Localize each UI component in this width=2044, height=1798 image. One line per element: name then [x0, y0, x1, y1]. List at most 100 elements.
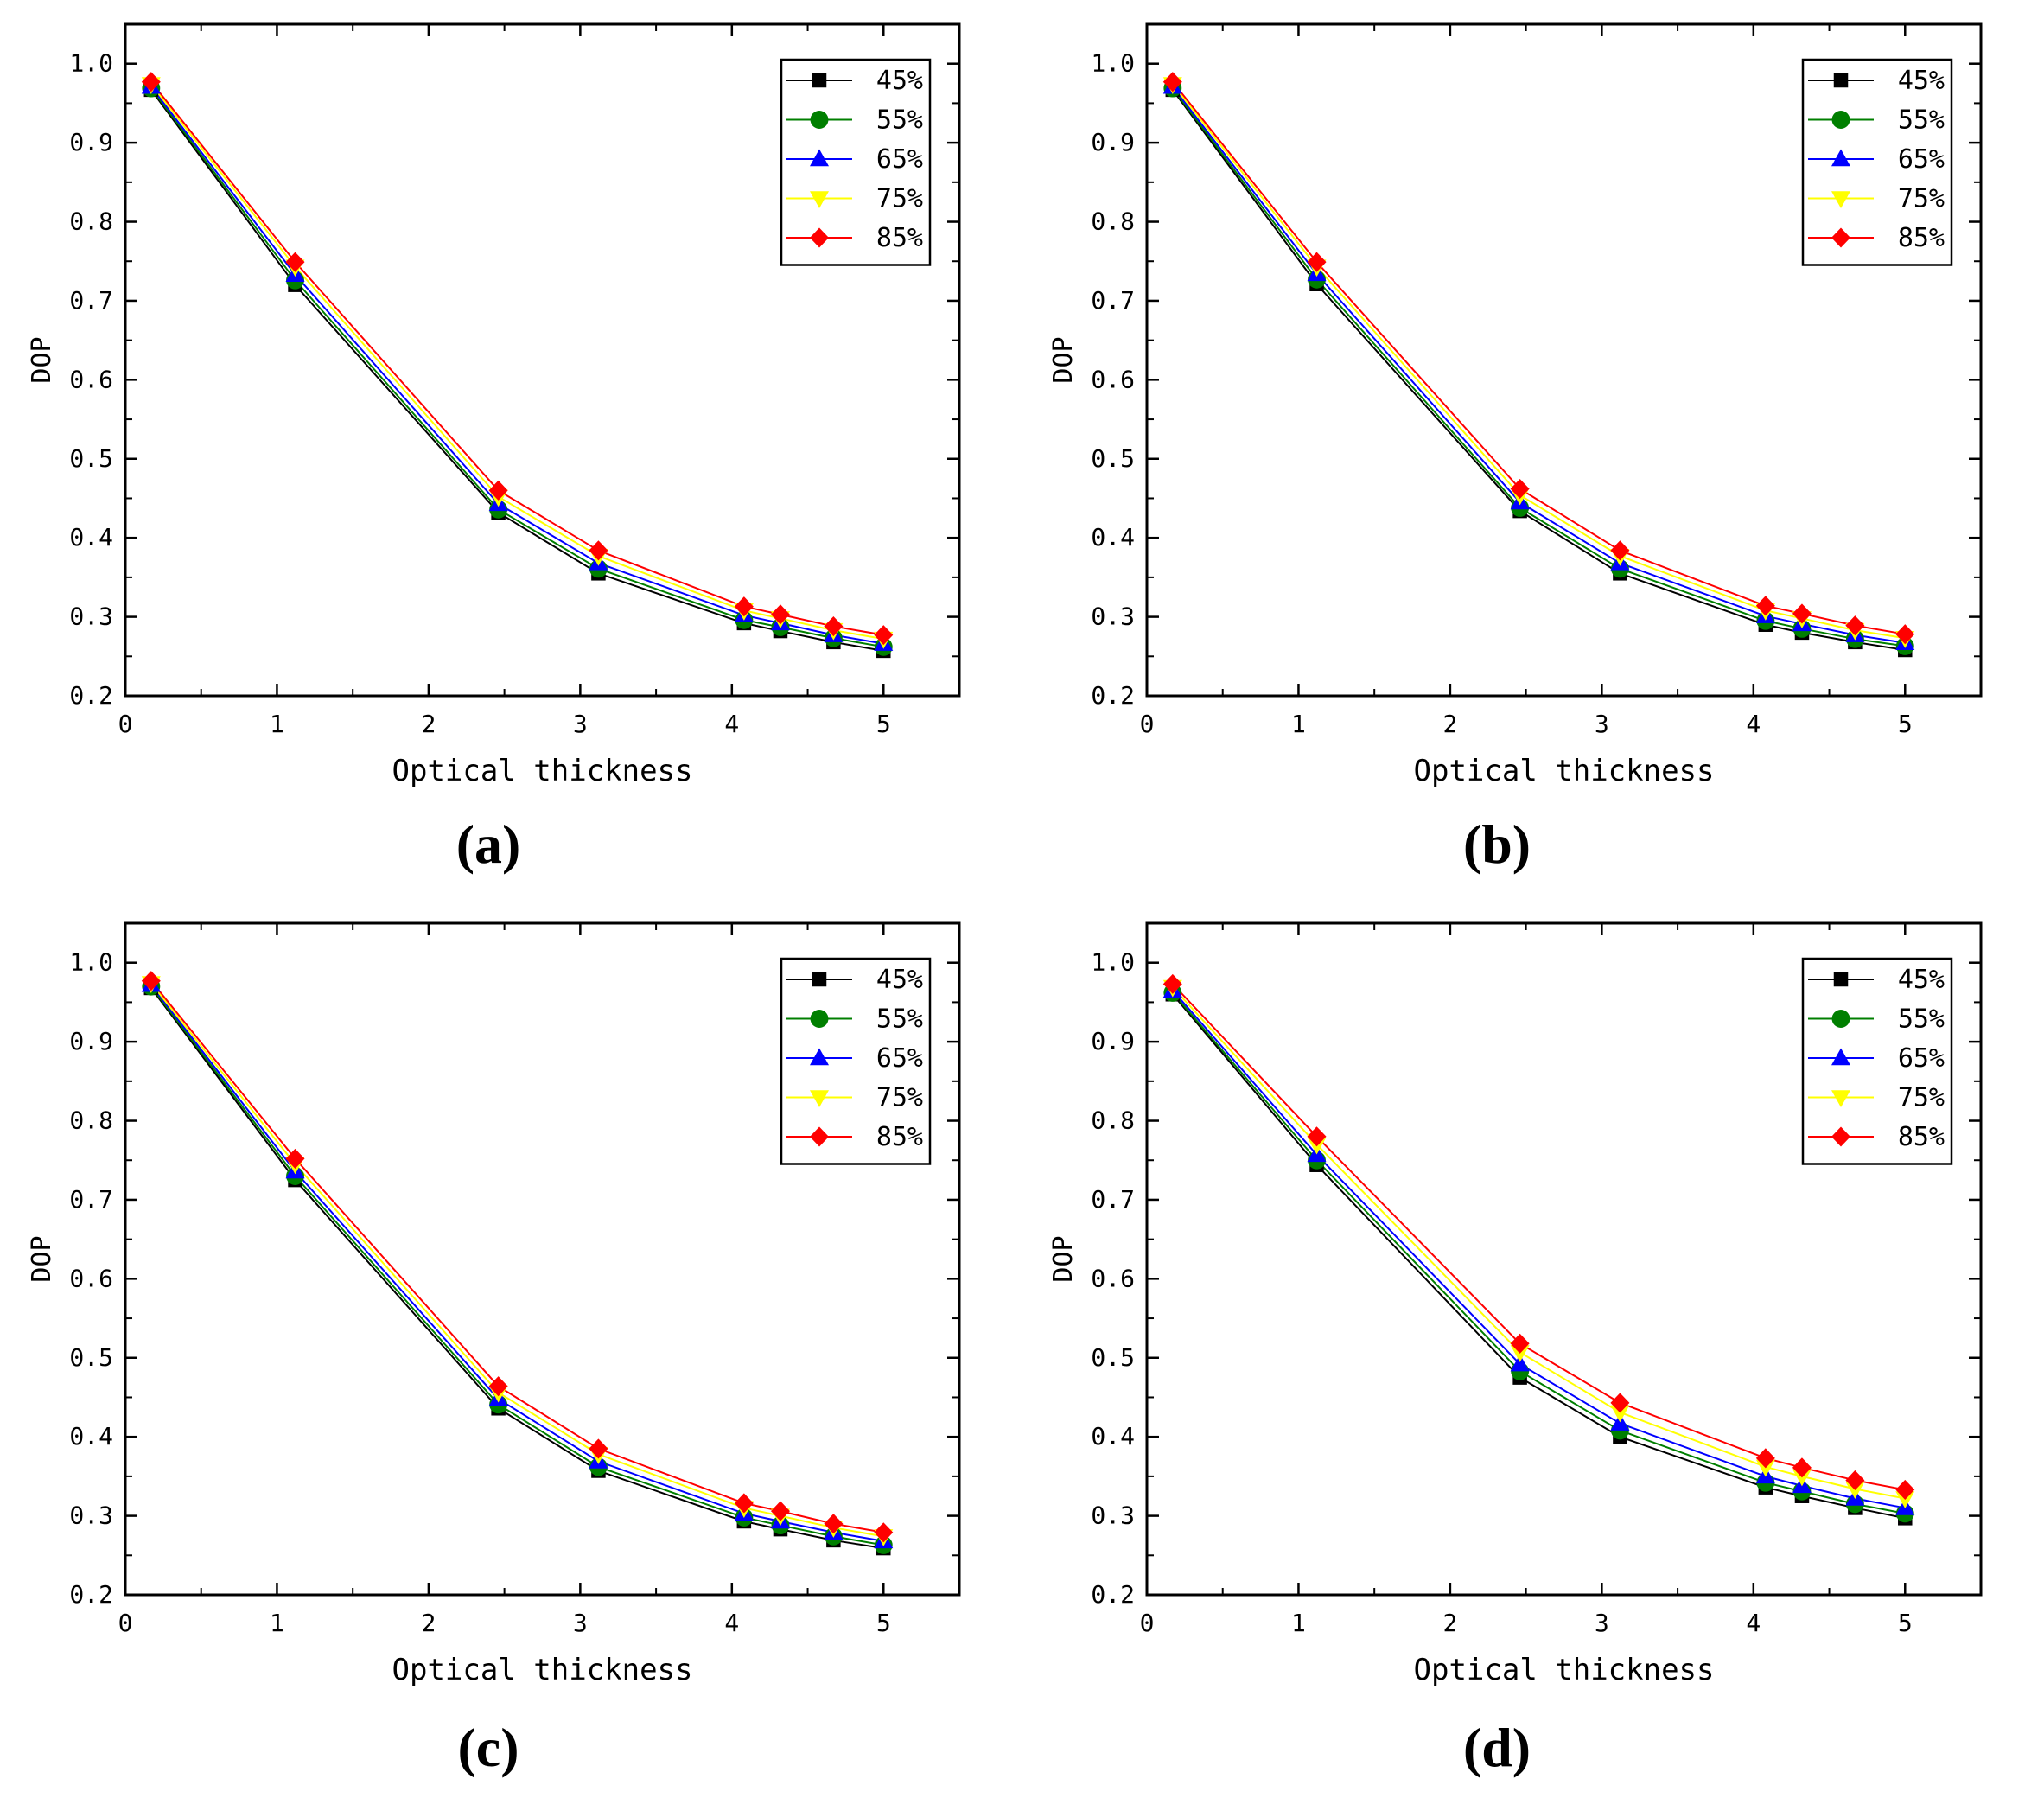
panel-label: (a): [455, 813, 521, 875]
series-line-65pct: [150, 86, 884, 645]
panel-label: (b): [1462, 813, 1531, 875]
legend-label: 85%: [1898, 1122, 1945, 1152]
series-line-85pct: [1172, 983, 1906, 1491]
chart-panel-c: 0 1 2 3 4 5 0.2 0.3 0.4 0.5 0.6 0.7 0.8 0.9 1.0 Optical…: [0, 899, 1022, 1798]
series-line-85pct: [150, 980, 884, 1533]
series-line-45pct: [1172, 993, 1906, 1520]
y-tick-label: 0.4: [69, 1422, 113, 1451]
y-tick-label: 0.8: [1091, 1106, 1135, 1135]
series-line-55pct: [1172, 991, 1906, 1514]
y-axis-label: DOP: [1048, 1235, 1079, 1282]
legend-label: 75%: [876, 184, 923, 214]
series-points-55pct: [142, 79, 893, 656]
legend-label: 75%: [1898, 184, 1945, 214]
series-points-55pct: [1163, 983, 1914, 1523]
x-axis-label: Optical thickness: [392, 754, 693, 788]
x-tick-label: 2: [421, 1609, 436, 1637]
x-tick-label: 3: [1595, 1609, 1609, 1637]
data-point: [824, 616, 844, 637]
legend-marker: [810, 1010, 829, 1028]
y-tick-label: 0.7: [1091, 286, 1135, 315]
legend-marker: [1833, 972, 1849, 987]
y-tick-label: 0.8: [1091, 207, 1135, 236]
legend-marker: [1833, 73, 1849, 88]
series-line-55pct: [150, 87, 884, 648]
chart-c: 0 1 2 3 4 5 0.2 0.3 0.4 0.5 0.6 0.7 0.8 0.9 1.0 Optical…: [27, 921, 961, 1687]
data-point: [141, 72, 161, 92]
data-point: [285, 1148, 305, 1169]
data-point: [874, 625, 894, 646]
y-tick-label: 0.3: [69, 603, 113, 631]
y-tick-label: 0.8: [69, 207, 113, 236]
legend-marker: [810, 1126, 829, 1147]
legend-marker: [810, 1048, 829, 1066]
legend-label: 75%: [1898, 1083, 1945, 1113]
y-tick-label: 0.2: [69, 681, 113, 710]
y-tick-label: 0.3: [1091, 603, 1135, 631]
data-point: [488, 1376, 508, 1397]
y-tick-label: 0.6: [1091, 1264, 1135, 1292]
x-tick-label: 2: [1442, 710, 1457, 738]
y-tick-label: 0.5: [1091, 1343, 1135, 1372]
legend-marker: [1831, 1010, 1850, 1028]
y-tick-label: 1.0: [1091, 49, 1135, 78]
series-points-45pct: [1165, 82, 1913, 658]
legend-marker: [810, 1090, 829, 1108]
series-points-45pct: [1165, 987, 1913, 1526]
legend-label: 85%: [876, 1122, 923, 1152]
legend: 45% 55% 65% 75% 85%: [780, 957, 932, 1165]
legend-label: 65%: [1898, 1043, 1945, 1074]
data-point: [1895, 1479, 1915, 1500]
x-tick-label: 1: [1291, 710, 1306, 738]
series-line-55pct: [1172, 87, 1906, 647]
x-tick-label: 5: [1898, 710, 1913, 738]
series-line-65pct: [1172, 86, 1906, 644]
data-point: [1610, 540, 1630, 561]
series-line-75pct: [150, 982, 884, 1538]
x-tick-label: 1: [270, 710, 284, 738]
legend-marker: [810, 191, 829, 209]
x-tick-label: 4: [1746, 1609, 1761, 1637]
legend-marker: [1831, 1126, 1850, 1147]
legend-label: 75%: [876, 1083, 923, 1113]
data-point: [1755, 596, 1775, 616]
chart-panel-b: 0 1 2 3 4 5 0.2 0.3 0.4 0.5 0.6 0.7 0.8 0.9 1.0 Optical…: [1022, 0, 2043, 899]
y-tick-label: 1.0: [69, 948, 113, 977]
series-line-45pct: [150, 987, 884, 1550]
legend-label: 65%: [1898, 144, 1945, 175]
legend-marker: [1831, 149, 1850, 167]
legend-marker: [810, 111, 829, 129]
data-point: [824, 1514, 844, 1534]
legend-label: 55%: [876, 105, 923, 136]
x-tick-label: 5: [876, 1609, 891, 1637]
series-points-55pct: [142, 977, 893, 1554]
series-line-45pct: [150, 89, 884, 652]
y-tick-label: 0.2: [1091, 681, 1135, 710]
x-tick-label: 4: [724, 710, 739, 738]
plot-frame: [124, 921, 961, 1597]
y-tick-label: 0.9: [1091, 128, 1135, 156]
x-tick-label: 5: [1898, 1609, 1913, 1637]
legend-label: 65%: [876, 144, 923, 175]
data-point: [1845, 1470, 1865, 1491]
legend-marker: [1831, 227, 1850, 248]
x-tick-label: 3: [573, 710, 588, 738]
data-point: [1610, 1405, 1630, 1423]
x-tick-label: 3: [1595, 710, 1609, 738]
y-tick-label: 0.3: [69, 1502, 113, 1530]
panel-label: (c): [457, 1717, 519, 1778]
data-point: [589, 1438, 608, 1459]
chart-panel-d: 0 1 2 3 4 5 0.2 0.3 0.4 0.5 0.6 0.7 0.8 0.9 1.0 Optical…: [1022, 899, 2043, 1798]
legend-marker: [1831, 1048, 1850, 1066]
y-tick-label: 0.4: [1091, 523, 1135, 552]
y-tick-label: 0.7: [69, 286, 113, 315]
y-tick-label: 0.4: [69, 523, 113, 552]
data-point: [1792, 603, 1812, 624]
data-point: [1162, 72, 1182, 92]
data-point: [1510, 1354, 1530, 1372]
x-tick-label: 0: [118, 710, 133, 738]
legend-box: [1801, 58, 1953, 266]
legend-marker: [810, 227, 829, 248]
legend-marker: [810, 149, 829, 167]
legend: 45% 55% 65% 75% 85%: [1801, 58, 1953, 266]
